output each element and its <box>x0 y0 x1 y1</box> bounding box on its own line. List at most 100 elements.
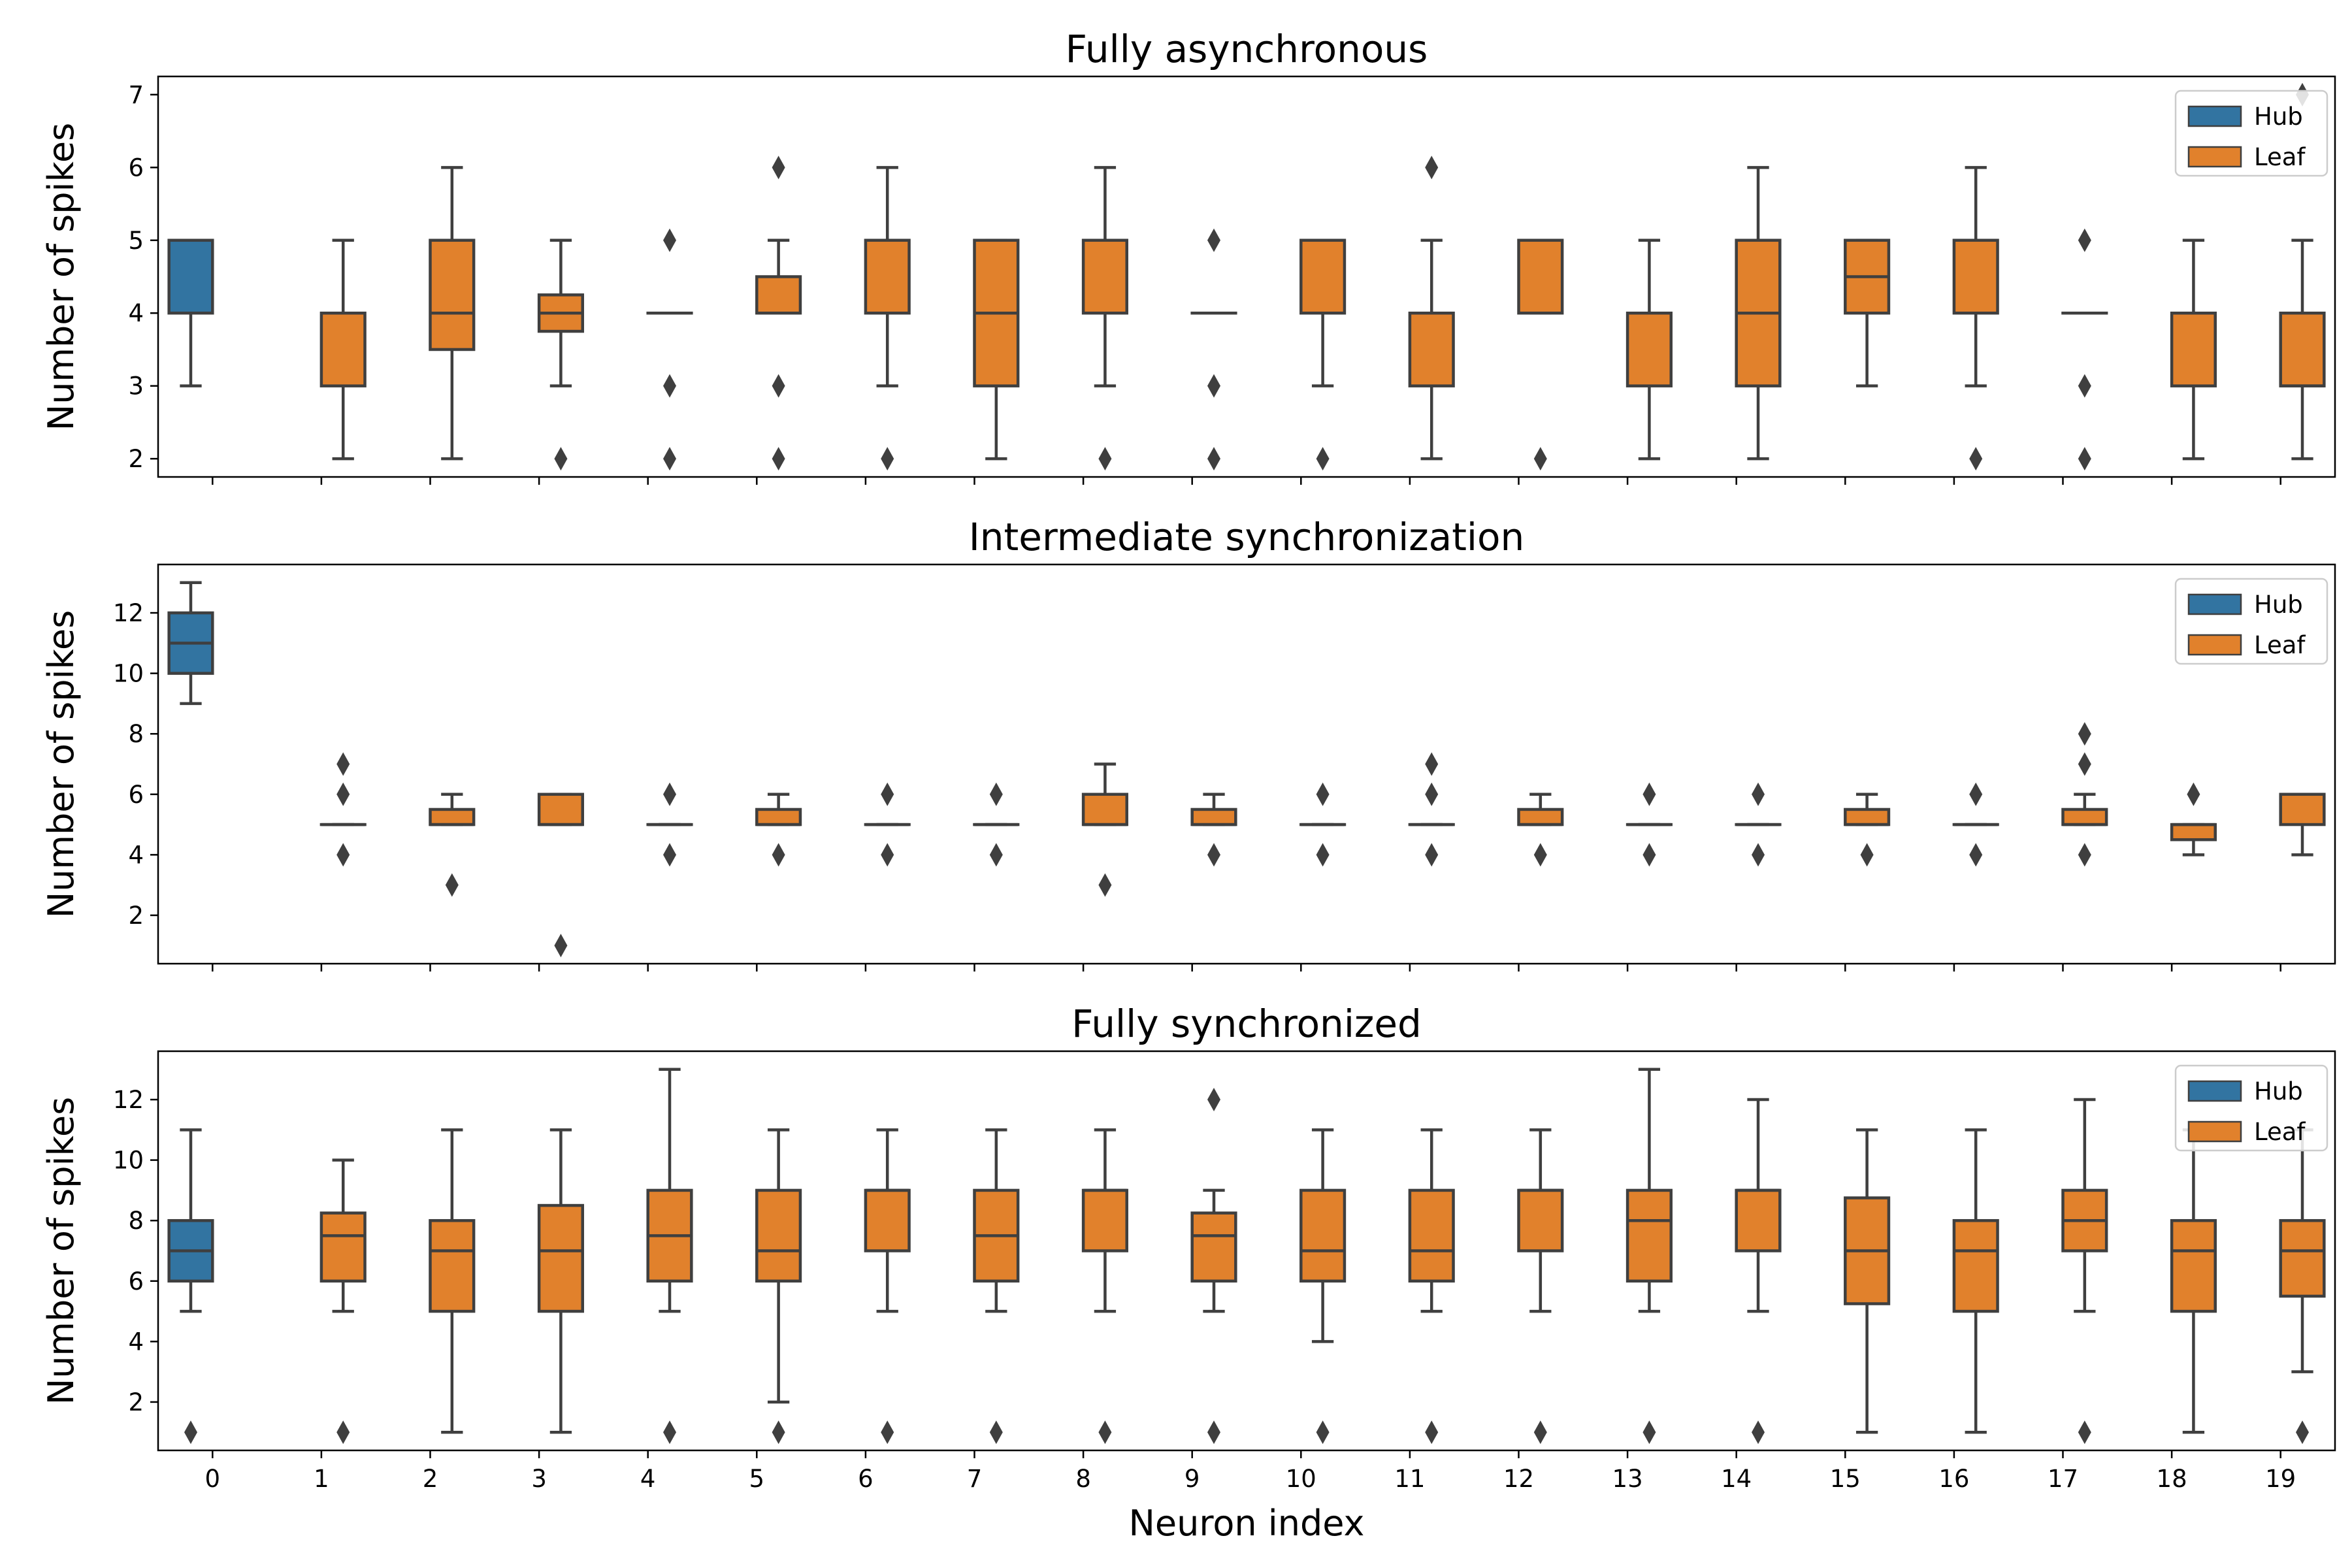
outlier-point <box>663 782 677 806</box>
outlier-point <box>772 1420 785 1445</box>
y-tick-label: 10 <box>113 660 144 688</box>
box-neuron-6 <box>864 1128 911 1445</box>
x-tick-label: 14 <box>1721 1465 1752 1493</box>
box-iqr <box>864 1188 911 1252</box>
box-neuron-8 <box>1081 1128 1128 1445</box>
box-neuron-7 <box>973 1128 1020 1445</box>
box-iqr <box>755 1188 802 1283</box>
box-neuron-15 <box>1844 1128 1891 1434</box>
box-neuron-4 <box>646 782 693 867</box>
outlier-point <box>2078 843 2091 867</box>
outlier-point <box>772 447 785 471</box>
outlier-point <box>2078 447 2091 471</box>
axes-frame <box>157 563 2336 965</box>
box-iqr <box>1625 311 1673 387</box>
box-iqr <box>1844 808 1891 826</box>
outlier-point <box>1425 155 1439 180</box>
outlier-point <box>663 1420 677 1445</box>
legend-swatch-hub <box>2187 593 2242 615</box>
outlier-point <box>1316 447 1330 471</box>
box-neuron-10 <box>1299 1128 1347 1445</box>
x-tick-label: 5 <box>749 1465 765 1493</box>
outlier-point <box>1207 843 1221 867</box>
box-neuron-1 <box>319 752 367 867</box>
y-tick-label: 4 <box>128 299 144 327</box>
box-iqr <box>2170 823 2217 841</box>
box-iqr <box>2279 311 2326 387</box>
outlier-point <box>1098 447 1112 471</box>
box-neuron-16 <box>1952 1128 1999 1434</box>
y-tick-label: 4 <box>128 841 144 869</box>
outlier-point <box>1642 843 1656 867</box>
box-neuron-13 <box>1625 1068 1673 1445</box>
outlier-point <box>1207 374 1221 398</box>
y-axis-label: Number of spikes <box>41 610 82 918</box>
box-neuron-9 <box>1190 228 1237 471</box>
box-neuron-3 <box>537 238 584 471</box>
outlier-point <box>1207 1088 1221 1112</box>
outlier-point <box>2078 722 2091 746</box>
box-iqr <box>1299 1188 1347 1283</box>
outlier-point <box>772 843 785 867</box>
outlier-point <box>1425 1420 1439 1445</box>
box-neuron-5 <box>755 1128 802 1445</box>
box-iqr <box>167 238 214 315</box>
box-iqr <box>1408 1188 1455 1283</box>
box-neuron-9 <box>1190 792 1237 867</box>
legend-swatch-hub <box>2187 1080 2242 1102</box>
y-tick-label: 10 <box>113 1147 144 1175</box>
box-neuron-2 <box>429 792 476 897</box>
box-neuron-18 <box>2170 238 2217 461</box>
box-neuron-15 <box>1844 238 1891 387</box>
panel-title: Intermediate synchronization <box>969 515 1525 559</box>
legend: Hub Leaf <box>2174 578 2328 665</box>
y-tick-label: 5 <box>128 227 144 255</box>
outlier-point <box>1533 843 1547 867</box>
outlier-point <box>1533 1420 1547 1445</box>
y-tick-label: 8 <box>128 720 144 748</box>
box-neuron-13 <box>1625 238 1673 461</box>
legend-label-hub: Hub <box>2254 591 2303 619</box>
box-iqr <box>755 808 802 826</box>
legend-swatch-leaf <box>2187 1120 2242 1143</box>
outlier-point <box>1207 447 1221 471</box>
box-neuron-4 <box>646 228 693 471</box>
outlier-point <box>2078 228 2091 252</box>
box-neuron-17 <box>2061 228 2108 471</box>
y-axis-label: Number of spikes <box>41 1097 82 1405</box>
outlier-point <box>1642 782 1656 806</box>
box-iqr <box>1517 808 1564 826</box>
panel-2: Intermediate synchronization Number of sp… <box>41 515 2336 972</box>
x-tick-label: 3 <box>531 1465 547 1493</box>
box-neuron-19 <box>2279 1128 2326 1445</box>
outlier-point <box>336 752 350 776</box>
x-tick-label: 11 <box>1394 1465 1425 1493</box>
box-neuron-18 <box>2170 1128 2217 1434</box>
outlier-point <box>663 447 677 471</box>
y-tick-label: 2 <box>128 902 144 930</box>
x-tick-label: 1 <box>314 1465 329 1493</box>
legend-label-leaf: Leaf <box>2254 1118 2306 1146</box>
box-iqr <box>1517 1188 1564 1252</box>
legend: Hub Leaf <box>2174 90 2328 177</box>
box-neuron-5 <box>755 155 802 471</box>
legend: Hub Leaf <box>2174 1064 2328 1152</box>
outlier-point <box>772 155 785 180</box>
outlier-point <box>554 447 568 471</box>
outlier-point <box>881 843 894 867</box>
box-neuron-11 <box>1408 1128 1455 1445</box>
box-iqr <box>2170 311 2217 387</box>
outlier-point <box>1207 1420 1221 1445</box>
x-tick-label: 19 <box>2265 1465 2296 1493</box>
box-neuron-14 <box>1735 1098 1782 1445</box>
box-neuron-3 <box>537 1128 584 1434</box>
box-neuron-16 <box>1952 782 1999 867</box>
outlier-point <box>989 1420 1003 1445</box>
outlier-point <box>1425 843 1439 867</box>
outlier-point <box>1316 1420 1330 1445</box>
box-iqr <box>2279 1218 2326 1298</box>
x-tick-label: 4 <box>640 1465 656 1493</box>
box-iqr <box>1081 1188 1128 1252</box>
